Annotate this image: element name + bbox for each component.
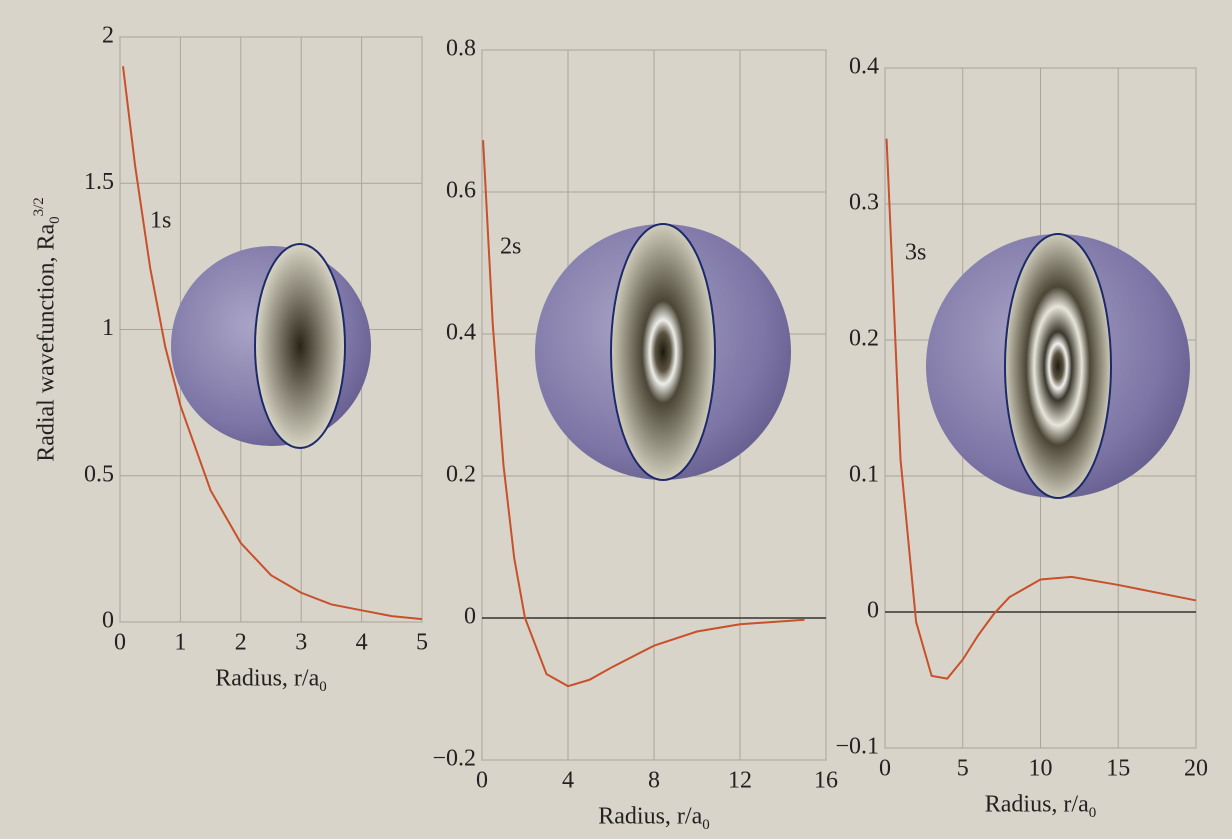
orbital-3s — [926, 233, 1190, 499]
y-tick-label: −0.1 — [835, 734, 879, 760]
y-tick-label: 0.1 — [849, 462, 879, 488]
x-axis-label: Radius, r/a0 — [598, 804, 709, 834]
x-tick-label: 16 — [814, 768, 838, 794]
x-axis-label-sub: 0 — [319, 679, 327, 695]
curve — [482, 140, 805, 688]
orbital-2s — [535, 223, 791, 481]
curve — [122, 66, 423, 621]
x-tick-label: 15 — [1106, 756, 1130, 782]
y-axis-label-sup: 3/2 — [31, 197, 47, 216]
x-tick-label: 2 — [235, 630, 247, 656]
x-tick-label: 3 — [295, 630, 307, 656]
curve — [885, 138, 1197, 680]
annotation: 1s — [150, 208, 171, 234]
x-tick-label: 5 — [957, 756, 969, 782]
x-tick-label: 4 — [356, 630, 368, 656]
x-axis-label: Radius, r/a0 — [985, 792, 1096, 822]
y-tick-label: 0 — [464, 604, 476, 630]
curves — [122, 66, 1197, 688]
annotation: 2s — [500, 234, 521, 260]
y-tick-label: 0.3 — [849, 190, 879, 216]
x-axis-label-sub: 0 — [1089, 805, 1097, 821]
y-tick-label: 0.2 — [849, 326, 879, 352]
x-tick-label: 4 — [562, 768, 574, 794]
y-tick-label: 0.4 — [849, 54, 879, 80]
x-tick-label: 12 — [728, 768, 752, 794]
y-axis-label-sub: 0 — [47, 216, 63, 224]
y-tick-label: 0 — [867, 598, 879, 624]
y-tick-label: 1 — [102, 315, 114, 341]
y-tick-label: 0.4 — [446, 320, 476, 346]
y-tick-label: 2 — [102, 23, 114, 49]
x-tick-label: 5 — [416, 630, 428, 656]
y-tick-label: −0.2 — [432, 746, 476, 772]
y-axis-label: Radial wavefunction, Ra03/2 — [31, 197, 63, 462]
y-tick-label: 0.6 — [446, 178, 476, 204]
y-tick-label: 0.8 — [446, 36, 476, 62]
x-tick-label: 10 — [1029, 756, 1053, 782]
y-tick-label: 0.2 — [446, 462, 476, 488]
x-axis-label: Radius, r/a0 — [215, 666, 326, 696]
x-tick-label: 1 — [174, 630, 186, 656]
y-tick-label: 0 — [102, 608, 114, 634]
x-tick-label: 0 — [476, 768, 488, 794]
x-tick-label: 0 — [879, 756, 891, 782]
orbital-1s — [171, 243, 371, 449]
y-tick-label: 1.5 — [84, 169, 114, 195]
x-tick-label: 0 — [114, 630, 126, 656]
y-tick-label: 0.5 — [84, 461, 114, 487]
x-tick-label: 20 — [1184, 756, 1208, 782]
annotation: 3s — [905, 240, 926, 266]
x-tick-label: 8 — [648, 768, 660, 794]
x-axis-label-sub: 0 — [702, 817, 710, 833]
